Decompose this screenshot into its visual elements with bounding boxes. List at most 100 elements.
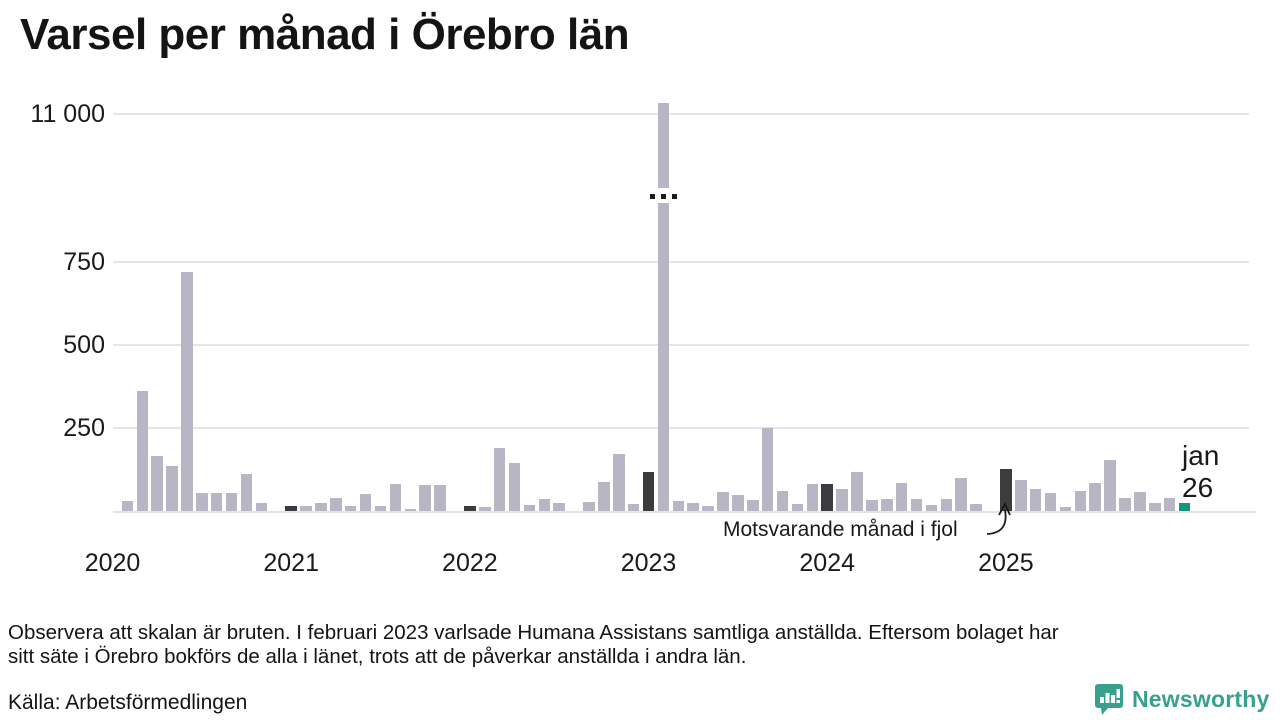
bar	[583, 502, 595, 511]
bar-current-month	[1178, 503, 1191, 511]
bar-january-highlight	[642, 472, 655, 511]
x-axis-year-label: 2021	[263, 549, 319, 577]
bar	[910, 499, 923, 511]
bar	[717, 492, 729, 511]
bar	[1163, 498, 1176, 511]
bar	[255, 503, 268, 511]
bar	[895, 483, 908, 511]
bar	[1104, 460, 1116, 511]
bar	[1044, 493, 1057, 511]
x-axis-year-label: 2020	[84, 549, 141, 577]
x-axis-year-label: 2022	[442, 549, 498, 577]
bar	[627, 504, 640, 511]
bar	[687, 503, 699, 511]
y-axis-tick-label: 750	[63, 248, 105, 276]
bar	[1149, 503, 1161, 511]
bar	[836, 489, 848, 511]
bar	[776, 491, 789, 511]
y-gridline	[113, 427, 1249, 429]
x-axis-year-label: 2024	[799, 549, 856, 577]
bar	[121, 501, 134, 511]
bar	[181, 272, 193, 511]
y-axis-tick-label: 11 000	[30, 100, 105, 128]
y-axis-tick-label: 250	[63, 414, 105, 442]
x-axis-year-label: 2023	[620, 549, 677, 577]
bar	[493, 448, 506, 511]
y-gridline	[113, 113, 1249, 115]
scale-footnote-line2: sitt säte i Örebro bokförs de alla i län…	[8, 645, 747, 668]
bar	[1074, 491, 1087, 511]
bar-january-highlight	[821, 484, 833, 511]
bar	[210, 493, 223, 511]
bar	[196, 493, 208, 511]
bar	[732, 495, 744, 511]
axis-break-dot	[649, 194, 655, 199]
bar	[240, 474, 253, 511]
bar-broken-lower	[657, 203, 670, 511]
bar	[1119, 498, 1131, 511]
bar	[151, 456, 163, 511]
bar-january-highlight	[1000, 469, 1012, 511]
x-axis-year-label: 2025	[978, 549, 1034, 577]
bar	[136, 391, 149, 511]
bar	[523, 505, 536, 511]
bar	[1015, 480, 1027, 511]
bar	[479, 507, 491, 511]
bar	[851, 472, 863, 511]
bar	[1089, 483, 1101, 511]
bar	[300, 506, 312, 511]
bar	[806, 484, 819, 511]
bar	[970, 504, 982, 511]
bar	[613, 454, 625, 511]
bar	[672, 501, 685, 511]
brand-name: Newsworthy	[1132, 686, 1270, 712]
axis-break-dot	[671, 194, 677, 199]
bar	[374, 506, 387, 511]
bar	[866, 500, 878, 511]
bar	[881, 499, 893, 511]
bar	[315, 503, 327, 511]
axis-break-dot	[660, 194, 666, 199]
bar	[553, 503, 565, 511]
latest-bar-month: jan	[1182, 440, 1220, 471]
bar	[359, 494, 372, 511]
bar	[761, 428, 774, 511]
scale-footnote-line1: Observera att skalan är bruten. I februa…	[8, 621, 1059, 644]
bar	[791, 504, 804, 511]
y-gridline	[113, 261, 1249, 263]
bar-broken-upper	[657, 103, 670, 188]
bar	[404, 509, 417, 511]
bar	[166, 466, 178, 511]
bar-january-highlight	[464, 506, 476, 511]
y-axis-tick-label: 500	[63, 331, 105, 359]
x-axis-baseline	[113, 511, 1256, 513]
latest-bar-label: jan 26	[1182, 440, 1219, 504]
brand-logo: Newsworthy	[1094, 683, 1269, 716]
bar	[1029, 489, 1042, 511]
bar	[925, 505, 938, 511]
scale-footnote: Observera att skalan är bruten. I februa…	[8, 621, 1059, 669]
bar	[344, 506, 357, 511]
annotation-arrow-icon	[986, 501, 1011, 535]
bar	[1134, 492, 1146, 511]
bar	[389, 484, 402, 511]
bar	[598, 482, 610, 511]
bar	[940, 499, 953, 511]
latest-bar-year: 26	[1182, 472, 1214, 503]
y-gridline	[113, 344, 1249, 346]
bar	[508, 463, 521, 511]
bar	[702, 506, 714, 511]
bar	[538, 499, 551, 511]
bar	[747, 500, 759, 511]
bar	[434, 485, 446, 511]
bar	[955, 478, 967, 511]
bar	[1059, 507, 1072, 511]
newsworthy-icon	[1095, 684, 1123, 715]
source-label: Källa: Arbetsförmedlingen	[8, 691, 248, 714]
comparison-annotation: Motsvarande månad i fjol	[723, 518, 958, 541]
bar	[225, 493, 238, 511]
bar-january-highlight	[285, 506, 297, 511]
bar	[330, 498, 342, 511]
bar	[419, 485, 431, 511]
